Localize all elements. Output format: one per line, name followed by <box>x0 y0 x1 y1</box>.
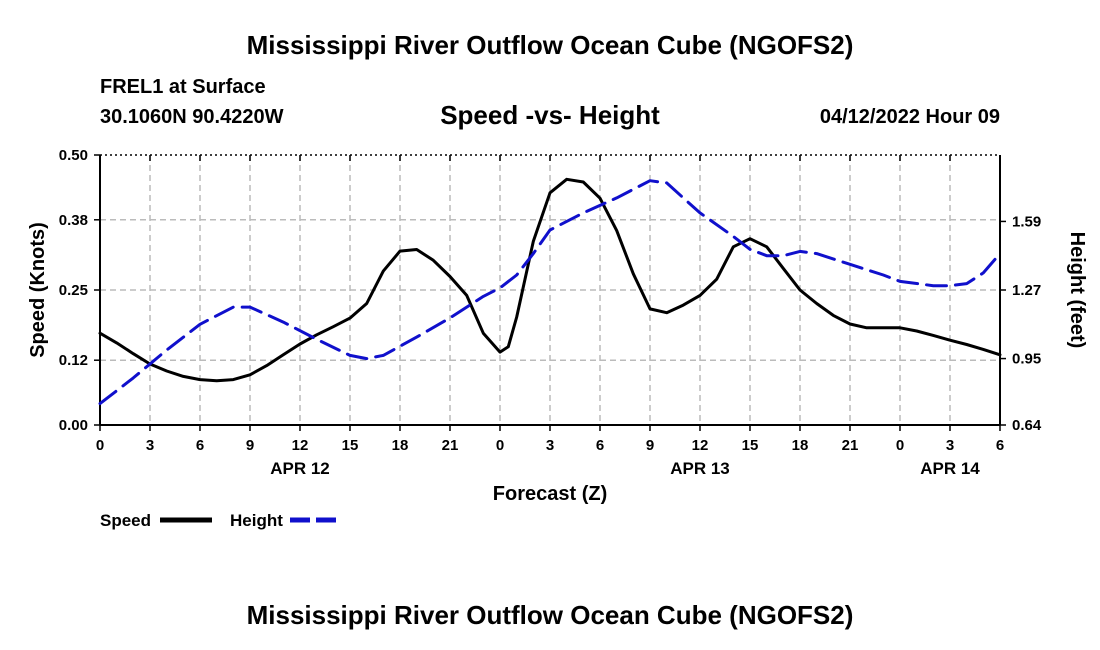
y-tick-label: 0.50 <box>59 147 88 164</box>
x-tick-label: 3 <box>946 437 954 454</box>
station-coordinates: 30.1060N 90.4220W <box>100 106 284 128</box>
x-tick-label: 18 <box>392 437 409 454</box>
date-label: APR 14 <box>920 459 980 478</box>
x-tick-label: 15 <box>342 437 359 454</box>
x-tick-label: 6 <box>996 437 1004 454</box>
x-tick-label: 9 <box>646 437 654 454</box>
x-tick-label: 6 <box>596 437 604 454</box>
x-tick-label: 21 <box>442 437 459 454</box>
date-label: APR 13 <box>670 459 730 478</box>
legend-label-height: Height <box>230 511 283 530</box>
x-tick-label: 15 <box>742 437 759 454</box>
y2-tick-label: 0.64 <box>1012 417 1042 434</box>
x-tick-label: 12 <box>292 437 309 454</box>
chart-subtitle: Speed -vs- Height <box>440 100 660 130</box>
x-tick-label: 12 <box>692 437 709 454</box>
y2-tick-label: 1.27 <box>1012 282 1041 299</box>
height-series-line <box>98 179 1002 406</box>
y-tick-label: 0.00 <box>59 417 88 434</box>
chart-title: Mississippi River Outflow Ocean Cube (NG… <box>246 30 854 60</box>
legend-label-speed: Speed <box>100 511 151 530</box>
x-tick-label: 9 <box>246 437 254 454</box>
x-tick-label: 3 <box>546 437 554 454</box>
x-tick-label: 0 <box>896 437 904 454</box>
x-axis-title: Forecast (Z) <box>493 483 607 505</box>
y-axis-title: Speed (Knots) <box>27 222 49 358</box>
y-tick-label: 0.12 <box>59 352 88 369</box>
date-label: APR 12 <box>270 459 330 478</box>
station-label: FREL1 at Surface <box>100 76 266 98</box>
footer-title: Mississippi River Outflow Ocean Cube (NG… <box>246 600 854 630</box>
x-tick-label: 18 <box>792 437 809 454</box>
x-tick-label: 0 <box>96 437 104 454</box>
x-tick-label: 3 <box>146 437 154 454</box>
x-tick-label: 6 <box>196 437 204 454</box>
y-tick-label: 0.38 <box>59 212 88 229</box>
speed-series-line <box>98 177 1002 383</box>
y2-axis-title: Height (feet) <box>1066 232 1088 349</box>
y2-tick-label: 1.59 <box>1012 213 1041 230</box>
y2-tick-label: 0.95 <box>1012 351 1041 368</box>
forecast-datetime: 04/12/2022 Hour 09 <box>819 106 1000 128</box>
x-tick-label: 0 <box>496 437 504 454</box>
x-tick-label: 21 <box>842 437 859 454</box>
speed-height-chart: 0 3 6 9 12 15 18 21 0 3 6 9 12 15 18 21 0 3 6 0.00 0.12 0.25 0… <box>27 147 1088 530</box>
y-tick-label: 0.25 <box>59 282 88 299</box>
